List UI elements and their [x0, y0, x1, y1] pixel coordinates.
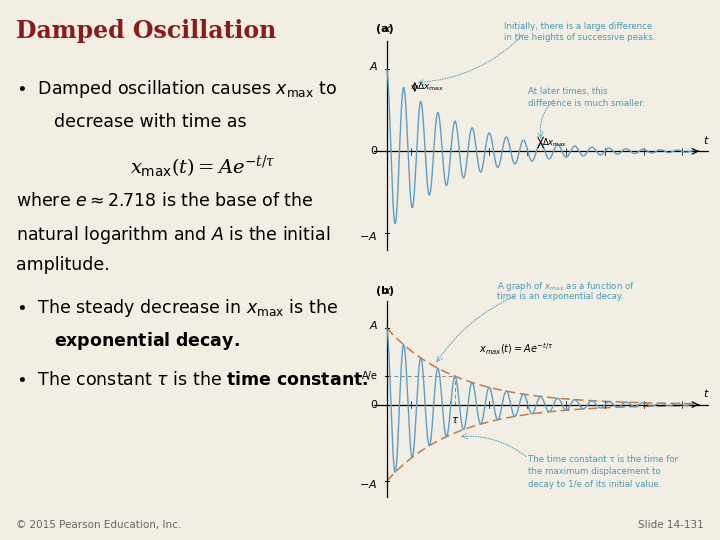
Text: x: x	[383, 24, 390, 35]
Text: x: x	[383, 286, 390, 296]
Text: t: t	[703, 389, 708, 399]
Text: $\Delta x_{\mathregular{max}}$: $\Delta x_{\mathregular{max}}$	[417, 81, 444, 93]
Text: amplitude.: amplitude.	[16, 256, 109, 274]
Text: At later times, this: At later times, this	[528, 87, 608, 97]
Text: (a): (a)	[377, 24, 394, 35]
Text: $\bullet$  The constant $\tau$ is the $\bf{time\ constant.}$: $\bullet$ The constant $\tau$ is the $\b…	[16, 371, 368, 389]
Text: t: t	[703, 136, 708, 146]
Text: The time constant τ is the time for: The time constant τ is the time for	[528, 455, 678, 464]
Text: 0: 0	[370, 400, 377, 409]
Text: $-A$: $-A$	[359, 230, 377, 241]
Text: $\bf{exponential\ decay.}$: $\bf{exponential\ decay.}$	[54, 330, 240, 353]
Text: A: A	[369, 321, 377, 330]
Text: $x_{\mathregular{max}}(t) = Ae^{-t/\tau}$: $x_{\mathregular{max}}(t) = Ae^{-t/\tau}…	[130, 154, 275, 180]
Text: $\bullet$  Damped oscillation causes $x_{\mathregular{max}}$ to: $\bullet$ Damped oscillation causes $x_{…	[16, 78, 337, 100]
Text: decay to 1/e of its initial value.: decay to 1/e of its initial value.	[528, 480, 662, 489]
Text: $-A$: $-A$	[359, 477, 377, 489]
Text: 0: 0	[370, 146, 377, 156]
Text: (b): (b)	[377, 286, 395, 296]
Text: time is an exponential decay.: time is an exponential decay.	[498, 292, 624, 301]
Text: in the heights of successive peaks.: in the heights of successive peaks.	[503, 33, 655, 43]
Text: $\tau$: $\tau$	[451, 415, 459, 424]
Text: $\bullet$  The steady decrease in $x_{\mathregular{max}}$ is the: $\bullet$ The steady decrease in $x_{\ma…	[16, 297, 338, 319]
Text: $\Delta x_{\mathregular{max}}$: $\Delta x_{\mathregular{max}}$	[542, 136, 567, 149]
Text: the maximum displacement to: the maximum displacement to	[528, 468, 661, 476]
Text: decrease with time as: decrease with time as	[54, 113, 247, 131]
Text: natural logarithm and $A$ is the initial: natural logarithm and $A$ is the initial	[16, 224, 330, 246]
Text: Damped Oscillation: Damped Oscillation	[16, 19, 276, 43]
Text: A: A	[369, 62, 377, 72]
Text: where $e \approx 2.718$ is the base of the: where $e \approx 2.718$ is the base of t…	[16, 192, 313, 210]
Text: A/e: A/e	[361, 372, 377, 381]
Text: A graph of $x_{\mathregular{max}}$ as a function of: A graph of $x_{\mathregular{max}}$ as a …	[498, 280, 636, 293]
Text: difference is much smaller.: difference is much smaller.	[528, 99, 645, 108]
Text: Slide 14-131: Slide 14-131	[639, 520, 704, 530]
Text: Initially, there is a large difference: Initially, there is a large difference	[503, 22, 652, 31]
Text: $x_{\mathregular{max}}(t) = Ae^{-t/\tau}$: $x_{\mathregular{max}}(t) = Ae^{-t/\tau}…	[479, 342, 554, 357]
Text: © 2015 Pearson Education, Inc.: © 2015 Pearson Education, Inc.	[16, 520, 181, 530]
